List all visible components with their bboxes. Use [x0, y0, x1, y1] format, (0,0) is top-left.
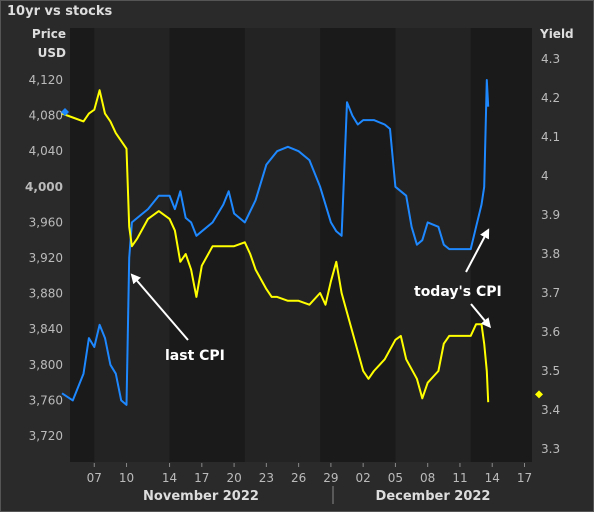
- right-axis-label: Yield: [539, 27, 574, 41]
- left-axis-label-line1: Price: [32, 27, 66, 41]
- stock-price-line: [61, 79, 490, 406]
- marker-layer: [61, 108, 543, 399]
- right-tick-label: 3.6: [541, 325, 560, 339]
- x-tick-label: 29: [323, 471, 338, 485]
- x-date-axis: November 2022 December 2022 07 10 14 17 20 23…: [87, 463, 532, 504]
- x-tick-label: 11: [452, 471, 467, 485]
- last-value-marker: [61, 108, 69, 117]
- right-tick-label: 4: [541, 169, 549, 183]
- right-tick-label: 4.3: [541, 52, 560, 66]
- x-tick-label: 17: [517, 471, 532, 485]
- yield-line: [61, 89, 490, 403]
- left-axis-label-line2: USD: [38, 46, 66, 60]
- left-tick-label: 3,960: [29, 215, 63, 229]
- right-tick-label: 3.7: [541, 286, 560, 300]
- right-yield-axis: Yield 3.3 3.4 3.5 3.6 3.7 3.8 3.9 4 4.1 4.2 4.3: [539, 27, 574, 456]
- left-tick-label: 3,920: [29, 251, 63, 265]
- month-label-november: November 2022: [143, 489, 259, 504]
- x-tick-label: 23: [259, 471, 274, 485]
- left-tick-label: 3,760: [29, 393, 63, 407]
- arrow-todays-cpi-up: [465, 228, 490, 273]
- x-tick-label: 20: [226, 471, 241, 485]
- annotation-last-cpi: last CPI: [165, 348, 225, 364]
- month-label-december: December 2022: [376, 489, 491, 504]
- left-tick-label: 3,880: [29, 287, 63, 301]
- last-value-marker: [535, 390, 543, 399]
- left-tick-label: 3,840: [29, 322, 63, 336]
- right-tick-label: 4.1: [541, 130, 560, 144]
- right-tick-label: 3.8: [541, 247, 560, 261]
- x-tick-label: 14: [162, 471, 177, 485]
- left-tick-label: 4,120: [29, 73, 63, 87]
- x-tick-label: 05: [388, 471, 403, 485]
- x-tick-label: 02: [356, 471, 371, 485]
- series-layer: [61, 79, 490, 406]
- x-tick-label: 10: [119, 471, 134, 485]
- right-tick-label: 3.9: [541, 208, 560, 222]
- annotation-todays-cpi: today's CPI: [414, 284, 502, 300]
- left-price-axis: Price USD 3,720 3,760 3,800 3,840 3,880 3,920…: [25, 27, 66, 443]
- x-tick-label: 17: [194, 471, 209, 485]
- weekend-bands: [94, 28, 471, 462]
- x-tick-label: 08: [420, 471, 435, 485]
- arrow-last-cpi: [130, 273, 189, 341]
- left-tick-label: 4,080: [29, 109, 63, 123]
- x-tick-label: 07: [87, 471, 102, 485]
- arrow-todays-cpi-down: [470, 303, 492, 329]
- right-tick-label: 3.3: [541, 442, 560, 456]
- left-tick-label: 3,800: [29, 358, 63, 372]
- left-tick-label: 3,720: [29, 429, 63, 443]
- week-band: [395, 28, 471, 462]
- x-tick-label: 14: [485, 471, 500, 485]
- annotation-layer: last CPI today's CPI: [130, 228, 502, 364]
- left-tick-label: 4,040: [29, 144, 63, 158]
- week-band: [244, 28, 321, 462]
- right-tick-label: 3.5: [541, 364, 560, 378]
- x-tick-label: 26: [291, 471, 306, 485]
- left-tick-label: 4,000: [25, 180, 63, 194]
- right-tick-label: 3.4: [541, 403, 560, 417]
- right-tick-label: 4.2: [541, 91, 560, 105]
- chart-title: 10yr vs stocks: [7, 4, 113, 19]
